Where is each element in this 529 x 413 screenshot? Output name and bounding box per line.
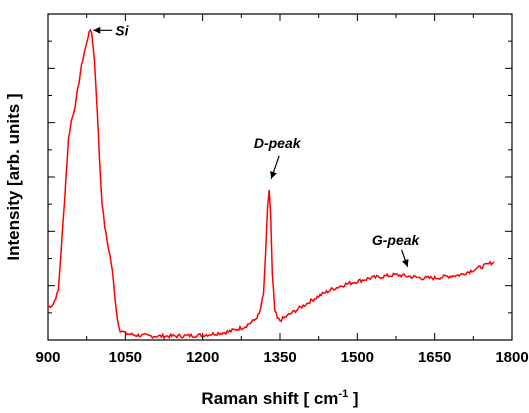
- d-peak-label: D-peak: [254, 135, 302, 151]
- g-peak-arrow-head: [401, 259, 409, 267]
- axis-ticks: [47, 13, 513, 341]
- plot-frame: [47, 13, 513, 341]
- x-tick-label: 1500: [341, 349, 374, 366]
- x-tick-label: 1800: [495, 349, 528, 366]
- x-axis-title: Raman shift [ cm-1 ]: [201, 388, 358, 408]
- annotations: Si D-peak G-peak: [93, 22, 421, 267]
- x-tick-label: 1350: [263, 349, 296, 366]
- g-peak-label: G-peak: [372, 232, 421, 248]
- x-tick-label: 1200: [186, 349, 219, 366]
- x-tick-labels: 900 1050 1200 1350 1500 1650 1800: [35, 349, 528, 366]
- d-peak-arrow-head: [270, 171, 277, 179]
- y-axis-title: Intensity [arb. units ]: [4, 93, 23, 260]
- x-tick-label: 1650: [418, 349, 451, 366]
- si-label: Si: [115, 22, 129, 38]
- x-tick-label: 900: [35, 349, 60, 366]
- spectrum-line: [47, 28, 495, 340]
- si-arrow-head: [93, 26, 101, 34]
- x-tick-label: 1050: [109, 349, 142, 366]
- plot-border: [47, 13, 513, 341]
